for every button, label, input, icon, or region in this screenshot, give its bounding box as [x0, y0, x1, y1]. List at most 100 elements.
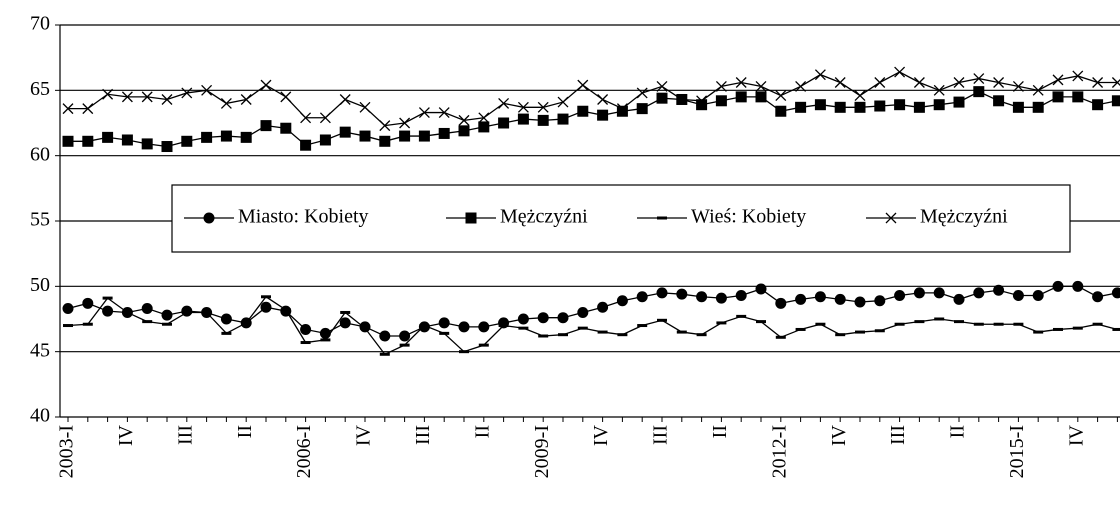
- point: [300, 112, 312, 124]
- point: [597, 301, 609, 313]
- point: [973, 86, 985, 98]
- point: [181, 135, 193, 147]
- point: [82, 297, 94, 309]
- point: [1032, 101, 1044, 113]
- legend-label: Miasto: Kobiety: [238, 206, 369, 228]
- point: [814, 291, 826, 303]
- x-tick-label: III: [412, 425, 434, 445]
- point: [953, 96, 965, 108]
- point: [300, 139, 312, 151]
- y-tick-label: 65: [30, 78, 50, 100]
- point: [141, 138, 153, 150]
- point: [953, 77, 965, 88]
- y-tick-label: 60: [30, 143, 50, 165]
- point: [438, 127, 450, 139]
- x-tick-label: IV: [1065, 424, 1087, 446]
- legend: Miasto: Kobiety Mężczyźni Wieś: Kobiety Męż…: [171, 184, 1071, 253]
- point: [894, 66, 906, 78]
- point: [1111, 95, 1120, 107]
- point: [1092, 291, 1104, 303]
- point: [458, 125, 470, 137]
- point: [577, 79, 589, 91]
- point: [537, 101, 549, 113]
- point: [121, 91, 133, 103]
- point: [161, 94, 173, 105]
- series: [62, 66, 1120, 132]
- point: [359, 130, 371, 142]
- point: [300, 323, 312, 335]
- point: [834, 293, 846, 305]
- point: [1111, 77, 1120, 88]
- point: [102, 131, 114, 143]
- point: [775, 105, 787, 117]
- point: [557, 312, 569, 324]
- point: [933, 287, 945, 299]
- point: [676, 94, 688, 105]
- point: [399, 330, 411, 342]
- legend-label: Wieś: Kobiety: [691, 206, 806, 228]
- point: [240, 94, 252, 105]
- x-tick-label: IV: [828, 424, 850, 446]
- point: [517, 313, 529, 325]
- point: [478, 112, 490, 124]
- point: [458, 114, 470, 126]
- y-tick-label: 70: [30, 13, 50, 35]
- point: [933, 84, 945, 96]
- point: [933, 99, 945, 111]
- point: [220, 313, 232, 325]
- point: [993, 77, 1005, 88]
- y-tick-label: 50: [30, 274, 50, 296]
- point: [399, 117, 411, 129]
- point: [715, 95, 727, 107]
- x-tick-label: 2006-I: [293, 425, 315, 478]
- point: [121, 134, 133, 146]
- point: [1012, 80, 1024, 92]
- point: [1052, 74, 1064, 86]
- point: [597, 94, 609, 105]
- point: [102, 88, 114, 100]
- series-line: [67, 295, 1118, 356]
- point: [913, 77, 925, 88]
- point: [280, 122, 292, 134]
- point: [814, 99, 826, 111]
- point: [557, 96, 569, 108]
- point: [636, 103, 648, 115]
- point: [874, 100, 886, 112]
- point: [636, 291, 648, 303]
- point: [62, 103, 74, 115]
- x-tick-label: II: [947, 425, 969, 438]
- x-tick-label: IV: [353, 424, 375, 446]
- point: [656, 80, 668, 92]
- point: [141, 303, 153, 315]
- y-tick-label: 55: [30, 209, 50, 231]
- point: [814, 69, 826, 81]
- point: [616, 295, 628, 307]
- point: [418, 107, 430, 119]
- point: [62, 135, 74, 147]
- point: [438, 107, 450, 119]
- point: [696, 291, 708, 303]
- legend-box: [171, 184, 1071, 253]
- point: [1072, 70, 1084, 82]
- point: [260, 79, 272, 91]
- point: [795, 101, 807, 113]
- point: [201, 131, 213, 143]
- point: [498, 117, 510, 129]
- point: [834, 77, 846, 88]
- point: [203, 212, 215, 224]
- point: [676, 288, 688, 300]
- point: [379, 120, 391, 132]
- point: [1092, 77, 1104, 88]
- point: [537, 114, 549, 126]
- point: [181, 87, 193, 99]
- point: [379, 135, 391, 147]
- point: [478, 321, 490, 333]
- point: [498, 97, 510, 109]
- point: [1111, 287, 1120, 299]
- x-tick-label: 2009-I: [531, 425, 553, 478]
- point: [616, 105, 628, 117]
- point: [465, 212, 477, 224]
- point: [913, 287, 925, 299]
- point: [201, 84, 213, 96]
- point: [577, 306, 589, 318]
